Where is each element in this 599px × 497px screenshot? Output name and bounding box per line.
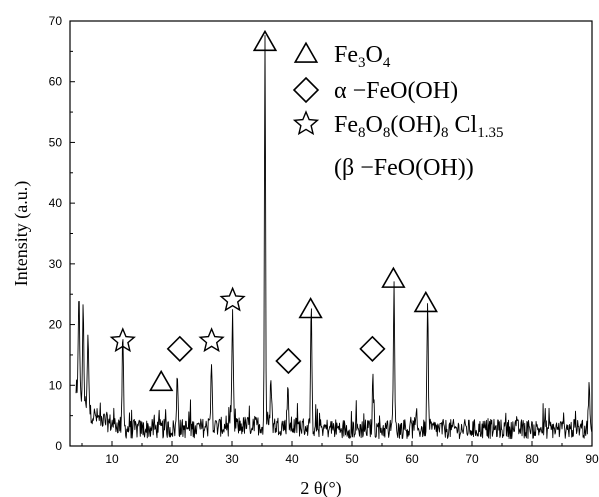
marker-layer (109, 29, 438, 392)
y-tick-label: 70 (49, 14, 63, 28)
x-tick-label: 80 (525, 452, 539, 466)
peak-marker-star (198, 327, 225, 353)
peak-marker-diamond (275, 347, 302, 375)
series-line (75, 35, 593, 440)
x-tick-label: 20 (165, 452, 179, 466)
x-tick-label: 10 (105, 452, 119, 466)
x-tick-label: 50 (345, 452, 359, 466)
x-tick-label: 60 (405, 452, 419, 466)
legend-entry: (β −FeO(OH)) (334, 155, 474, 181)
y-tick-label: 30 (49, 257, 63, 271)
y-tick-label: 50 (49, 135, 63, 149)
y-tick-label: 0 (55, 439, 62, 453)
legend-star-icon (292, 110, 320, 136)
peak-marker-triangle (298, 296, 323, 319)
axes-layer: 10 20 30 40 50 60 70 80 90 0 10 20 30 40 50 60 70 (49, 14, 599, 466)
x-tick-label: 70 (465, 452, 479, 466)
peak-marker-triangle (252, 29, 278, 52)
y-tick-label: 40 (49, 196, 63, 210)
peak-marker-triangle (149, 369, 174, 392)
peak-marker-triangle (381, 266, 406, 288)
peak-marker-triangle (413, 290, 438, 313)
peak-marker-diamond (359, 335, 386, 362)
y-tick-label: 20 (49, 318, 63, 332)
peak-marker-star (219, 286, 246, 312)
legend-entry: Fe3​O4​ (334, 42, 391, 71)
x-tick-label: 30 (225, 452, 239, 466)
legend-triangle-icon (293, 41, 319, 63)
legend: Fe3​O4​ α −FeO(OH) Fe8​O8​(OH)8​ Cl1.35​ (β… (292, 41, 503, 181)
x-tick-label: 90 (585, 452, 599, 466)
x-tick-label: 40 (285, 452, 299, 466)
peak-marker-diamond (166, 335, 193, 362)
y-tick-label: 60 (49, 75, 63, 89)
y-axis-label: Intensity (a.u.) (11, 181, 32, 286)
x-axis-label: 2 θ(°) (300, 478, 341, 497)
legend-diamond-icon (292, 76, 320, 104)
legend-entry: α −FeO(OH) (334, 78, 458, 104)
series-layer (75, 35, 593, 440)
y-tick-label: 10 (49, 378, 63, 392)
plot-frame (69, 20, 593, 447)
peak-marker-star (109, 327, 136, 353)
legend-entry: Fe8​O8​(OH)8​ Cl1.35​ (334, 112, 503, 141)
